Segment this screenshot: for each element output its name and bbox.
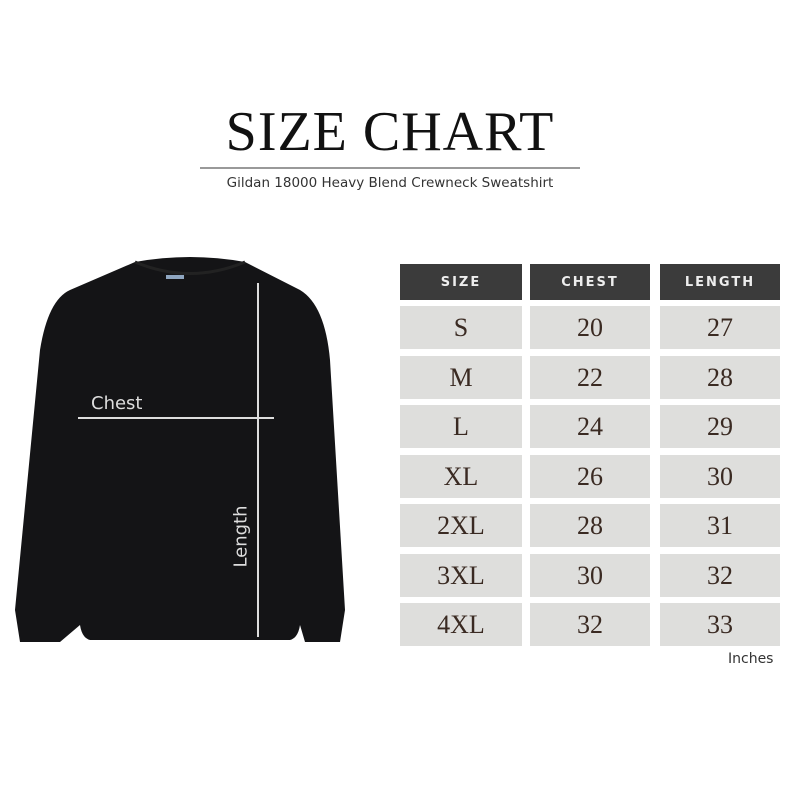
length-label: Length: [230, 505, 252, 568]
table-cell: 3XL: [400, 554, 522, 597]
table-cell: S: [400, 306, 522, 349]
table-cell: 20: [530, 306, 650, 349]
table-cell: L: [400, 405, 522, 448]
table-cell: M: [400, 356, 522, 399]
table-cell: 33: [660, 603, 780, 646]
header-chest: CHEST: [530, 264, 650, 300]
table-cell: 4XL: [400, 603, 522, 646]
sweatshirt-image: [15, 257, 345, 642]
table-cell: 26: [530, 455, 650, 498]
header-size: SIZE: [400, 264, 522, 300]
header-length: LENGTH: [660, 264, 780, 300]
table-cell: 30: [660, 455, 780, 498]
page-title: SIZE CHART: [225, 101, 555, 163]
table-cell: XL: [400, 455, 522, 498]
title-divider: [200, 167, 580, 169]
table-cell: 32: [660, 554, 780, 597]
table-cell: 32: [530, 603, 650, 646]
table-cell: 29: [660, 405, 780, 448]
unit-label: Inches: [728, 651, 774, 667]
table-cell: 27: [660, 306, 780, 349]
table-cell: 28: [530, 504, 650, 547]
table-cell: 31: [660, 504, 780, 547]
table-cell: 22: [530, 356, 650, 399]
subtitle: Gildan 18000 Heavy Blend Crewneck Sweats…: [226, 175, 554, 191]
table-cell: 24: [530, 405, 650, 448]
table-cell: 2XL: [400, 504, 522, 547]
table-cell: 30: [530, 554, 650, 597]
chest-label: Chest: [91, 393, 143, 414]
table-cell: 28: [660, 356, 780, 399]
